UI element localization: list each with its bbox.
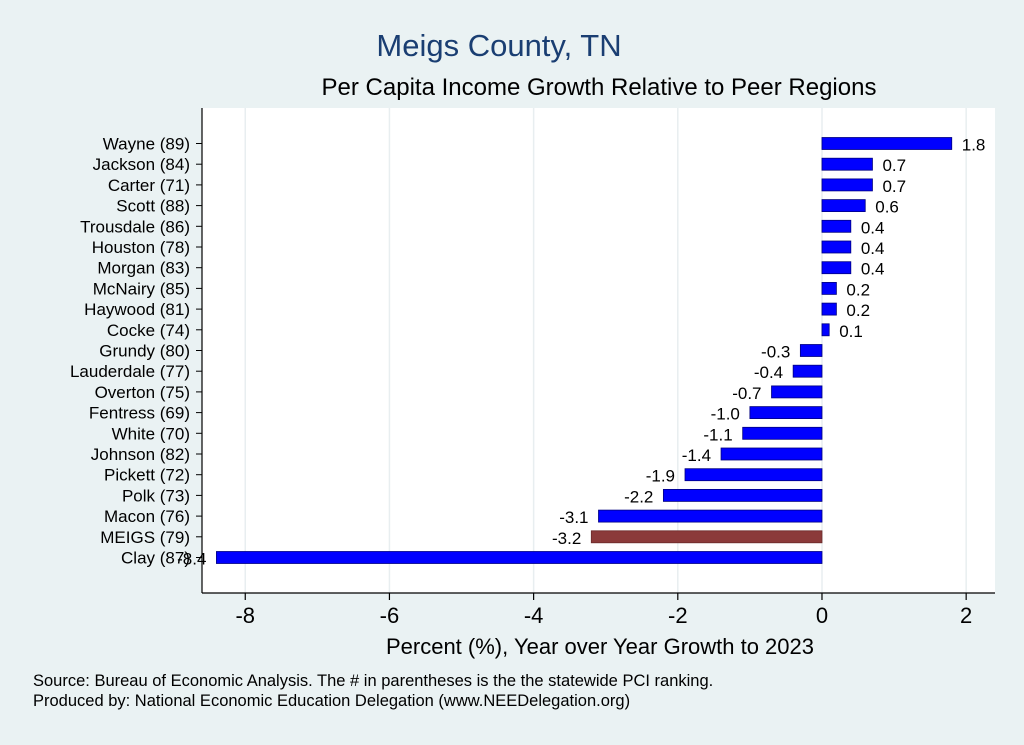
category-label: Johnson (82) <box>91 445 190 464</box>
bar <box>799 344 823 357</box>
category-label: Morgan (83) <box>97 259 190 278</box>
bar <box>821 137 953 150</box>
category-label: Cocke (74) <box>107 321 190 340</box>
bar <box>821 178 873 192</box>
bar <box>821 302 837 316</box>
category-label: Trousdale (86) <box>80 217 190 236</box>
bar-highlight <box>590 530 823 544</box>
x-tick-label: -4 <box>524 603 544 628</box>
x-tick-label: -8 <box>235 603 255 628</box>
source-note: Source: Bureau of Economic Analysis. The… <box>33 672 714 690</box>
chart-subtitle: Per Capita Income Growth Relative to Pee… <box>321 74 877 101</box>
category-label: MEIGS (79) <box>100 528 190 547</box>
bar-value-label: 0.1 <box>839 322 863 341</box>
bar <box>821 219 852 233</box>
bar-value-label: -1.4 <box>682 446 711 465</box>
bar-value-label: -3.1 <box>559 508 588 527</box>
bar-value-label: 0.4 <box>861 239 885 258</box>
bar-value-label: -1.0 <box>711 405 740 424</box>
category-label: Polk (73) <box>122 486 190 505</box>
bar <box>821 199 866 213</box>
bar-value-label: 0.6 <box>875 198 899 217</box>
bar-value-label: 0.2 <box>846 280 870 299</box>
bar-value-label: 1.8 <box>962 136 986 155</box>
bar <box>821 261 852 275</box>
x-tick-label: -2 <box>668 603 688 628</box>
bar <box>792 364 823 378</box>
bar-value-label: -1.1 <box>703 425 732 444</box>
bar-value-label: 0.2 <box>846 301 870 320</box>
category-label: Jackson (84) <box>93 155 190 174</box>
category-label: Scott (88) <box>116 197 190 216</box>
category-label: McNairy (85) <box>93 279 190 298</box>
category-label: Fentress (69) <box>89 404 190 423</box>
bar-value-label: -3.2 <box>552 529 581 548</box>
bar-value-label: -2.2 <box>624 487 653 506</box>
category-label: Wayne (89) <box>103 135 190 154</box>
x-tick-label: -6 <box>380 603 400 628</box>
produced-by-note: Produced by: National Economic Education… <box>33 692 631 710</box>
category-label: Houston (78) <box>92 238 190 257</box>
bar-value-label: -0.4 <box>754 363 783 382</box>
bar-value-label: 0.7 <box>882 156 906 175</box>
x-tick-label: 0 <box>816 603 828 628</box>
category-label: Pickett (72) <box>104 466 190 485</box>
bar-value-label: -0.7 <box>732 384 761 403</box>
x-tick-label: 2 <box>960 603 972 628</box>
category-label: White (70) <box>112 424 190 443</box>
bar <box>821 157 873 171</box>
bar <box>749 406 823 420</box>
bar <box>598 509 823 523</box>
chart-title: Meigs County, TN <box>376 28 622 63</box>
bar <box>720 447 823 461</box>
x-axis-label: Percent (%), Year over Year Growth to 20… <box>385 634 815 659</box>
category-label: Grundy (80) <box>99 342 190 361</box>
bar <box>662 488 823 502</box>
bar-value-label: 0.4 <box>861 218 885 237</box>
bar <box>216 551 823 564</box>
category-label: Lauderdale (77) <box>70 362 190 381</box>
category-label: Overton (75) <box>95 383 190 402</box>
bar-value-label: -0.3 <box>761 343 790 362</box>
bar-value-label: -8.4 <box>177 550 206 569</box>
bar <box>771 385 823 399</box>
bar <box>742 426 823 440</box>
category-label: Macon (76) <box>104 507 190 526</box>
bar-value-label: -1.9 <box>646 467 675 486</box>
bar <box>821 240 852 254</box>
bar <box>821 281 837 295</box>
bar-value-label: 0.7 <box>882 177 906 196</box>
bar-value-label: 0.4 <box>861 260 885 279</box>
bar <box>684 468 823 482</box>
category-label: Haywood (81) <box>84 300 190 319</box>
category-label: Carter (71) <box>108 176 190 195</box>
category-label: Clay (87) <box>121 549 190 568</box>
bar <box>821 323 830 337</box>
